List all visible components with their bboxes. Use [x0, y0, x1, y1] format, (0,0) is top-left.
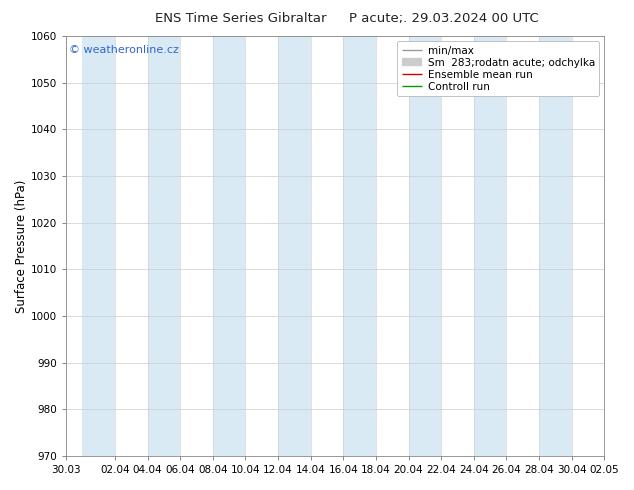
Bar	[278, 36, 311, 456]
Bar	[474, 36, 507, 456]
Legend: min/max, Sm  283;rodatn acute; odchylka, Ensemble mean run, Controll run: min/max, Sm 283;rodatn acute; odchylka, …	[398, 41, 599, 96]
Bar	[82, 36, 115, 456]
Bar	[343, 36, 376, 456]
Text: P acute;. 29.03.2024 00 UTC: P acute;. 29.03.2024 00 UTC	[349, 12, 539, 25]
Bar	[213, 36, 245, 456]
Bar	[408, 36, 441, 456]
Bar	[148, 36, 180, 456]
Bar	[539, 36, 572, 456]
Text: ENS Time Series Gibraltar: ENS Time Series Gibraltar	[155, 12, 327, 25]
Y-axis label: Surface Pressure (hPa): Surface Pressure (hPa)	[15, 179, 28, 313]
Text: © weatheronline.cz: © weatheronline.cz	[68, 45, 179, 54]
